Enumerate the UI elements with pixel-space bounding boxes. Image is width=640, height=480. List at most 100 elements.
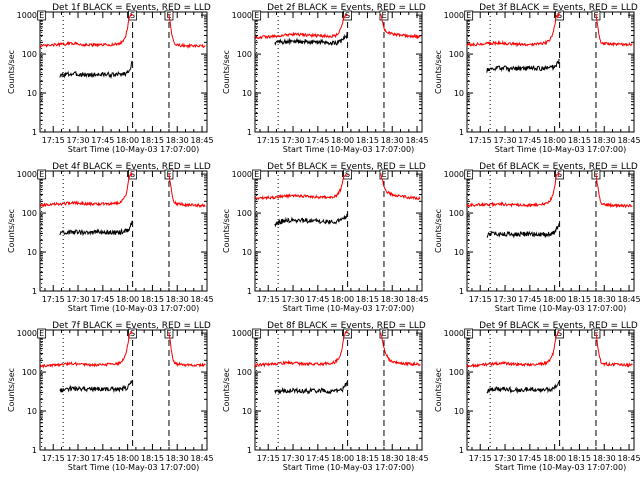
plot-frame: [39, 329, 208, 451]
x-tick-label: 18:45: [191, 136, 214, 145]
panel-det-9f: Det 9f BLACK = Events, RED = LLD 1 10 100 10…: [434, 321, 640, 472]
x-tick-label: 17:45: [91, 295, 114, 304]
x-tick-label: 17:45: [306, 136, 329, 145]
panel-det-4f: Det 4f BLACK = Events, RED = LLD 1 10 100 10…: [7, 162, 214, 313]
x-tick-label: 17:15: [257, 295, 280, 304]
y-tick-label: 1000: [232, 170, 252, 179]
x-tick-label: 17:30: [281, 454, 304, 463]
marker-box: [128, 10, 137, 21]
x-tick-label: 18:00: [543, 454, 566, 463]
lld-series-line: [380, 13, 421, 40]
x-axis-label: Start Time (10-May-03 17:07:00): [495, 304, 626, 313]
x-tick-label: 18:30: [166, 136, 189, 145]
marker-box: [252, 10, 262, 21]
x-tick-label: 18:45: [191, 454, 214, 463]
x-axis-label: Start Time (10-May-03 17:07:00): [283, 145, 414, 154]
x-tick-label: 18:30: [166, 295, 189, 304]
y-tick-label: 10: [242, 407, 252, 416]
marker-label: S: [130, 11, 135, 20]
y-tick-label: 10: [27, 407, 37, 416]
marker-box: [555, 10, 564, 21]
y-tick-label: 1: [459, 287, 464, 296]
marker-label: S: [557, 170, 562, 179]
marker-label: E: [381, 170, 386, 179]
marker-label: S: [557, 11, 562, 20]
x-axis-label: Start Time (10-May-03 17:07:00): [283, 304, 414, 313]
y-axis-label: Counts/sec: [434, 209, 443, 253]
panel-title: Det 9f BLACK = Events, RED = LLD: [479, 321, 638, 331]
x-tick-label: 18:45: [618, 136, 640, 145]
panel-title: Det 5f BLACK = Events, RED = LLD: [267, 162, 426, 172]
x-tick-label: 17:30: [66, 454, 89, 463]
x-tick-label: 18:15: [356, 454, 379, 463]
x-axis-label: Start Time (10-May-03 17:07:00): [68, 463, 199, 472]
plot-frame: [254, 329, 423, 451]
marker-label: E: [466, 329, 471, 338]
events-series-line: [486, 58, 560, 73]
x-axis-label: Start Time (10-May-03 17:07:00): [495, 145, 626, 154]
panel-det-8f: Det 8f BLACK = Events, RED = LLD 1 10 100 10…: [222, 321, 429, 472]
plot-frame: [39, 170, 208, 292]
x-tick-label: 18:30: [593, 136, 616, 145]
y-axis-label: Counts/sec: [222, 209, 231, 253]
lld-series-line: [168, 332, 206, 368]
x-tick-label: 17:45: [91, 454, 114, 463]
x-tick-label: 18:30: [381, 136, 404, 145]
y-tick-label: 100: [449, 368, 464, 377]
y-tick-label: 10: [454, 248, 464, 257]
x-tick-label: 17:30: [281, 295, 304, 304]
x-tick-label: 18:45: [618, 295, 640, 304]
y-tick-label: 10: [242, 89, 252, 98]
x-tick-label: 18:15: [141, 295, 164, 304]
y-tick-label: 100: [237, 368, 252, 377]
x-tick-label: 17:15: [257, 136, 280, 145]
x-tick-label: 18:30: [166, 454, 189, 463]
panel-title: Det 3f BLACK = Events, RED = LLD: [479, 3, 638, 13]
lld-series-line: [254, 173, 349, 201]
marker-box: [464, 10, 474, 21]
x-tick-label: 17:30: [66, 136, 89, 145]
x-tick-label: 17:45: [518, 454, 541, 463]
x-tick-label: 17:45: [91, 136, 114, 145]
x-tick-label: 18:00: [116, 454, 139, 463]
y-tick-label: 10: [242, 248, 252, 257]
lld-series-line: [466, 331, 560, 369]
y-tick-label: 100: [449, 209, 464, 218]
x-tick-label: 18:45: [406, 454, 429, 463]
y-axis-label: Counts/sec: [222, 50, 231, 94]
y-tick-label: 100: [22, 50, 37, 59]
x-tick-label: 18:15: [356, 136, 379, 145]
marker-box: [252, 169, 262, 180]
panel-det-2f: Det 2f BLACK = Events, RED = LLD 1 10 100 10…: [222, 3, 429, 154]
marker-box: [379, 169, 389, 180]
marker-box: [128, 169, 137, 180]
x-tick-label: 18:45: [406, 136, 429, 145]
marker-label: E: [381, 11, 386, 20]
y-tick-label: 1000: [232, 329, 252, 338]
marker-label: E: [254, 329, 259, 338]
marker-label: S: [345, 329, 350, 338]
plot-frame: [466, 329, 635, 451]
marker-box: [555, 328, 564, 339]
panel-det-3f: Det 3f BLACK = Events, RED = LLD 1 10 100 10…: [434, 3, 640, 154]
y-tick-label: 100: [449, 50, 464, 59]
events-series-line: [59, 379, 133, 394]
x-tick-label: 17:15: [257, 454, 280, 463]
y-tick-label: 10: [454, 407, 464, 416]
plot-frame: [466, 11, 635, 133]
x-tick-label: 18:00: [116, 136, 139, 145]
y-tick-label: 1: [459, 128, 464, 137]
y-tick-label: 1: [32, 128, 37, 137]
y-axis-label: Counts/sec: [7, 368, 16, 412]
y-tick-label: 1000: [232, 11, 252, 20]
marker-box: [37, 169, 47, 180]
marker-box: [37, 328, 47, 339]
y-axis-label: Counts/sec: [434, 50, 443, 94]
x-tick-label: 18:15: [568, 136, 591, 145]
marker-label: E: [466, 11, 471, 20]
panel-title: Det 1f BLACK = Events, RED = LLD: [52, 3, 211, 13]
panel-title: Det 2f BLACK = Events, RED = LLD: [267, 3, 426, 13]
lld-series-line: [254, 13, 348, 40]
events-series-line: [274, 31, 349, 46]
